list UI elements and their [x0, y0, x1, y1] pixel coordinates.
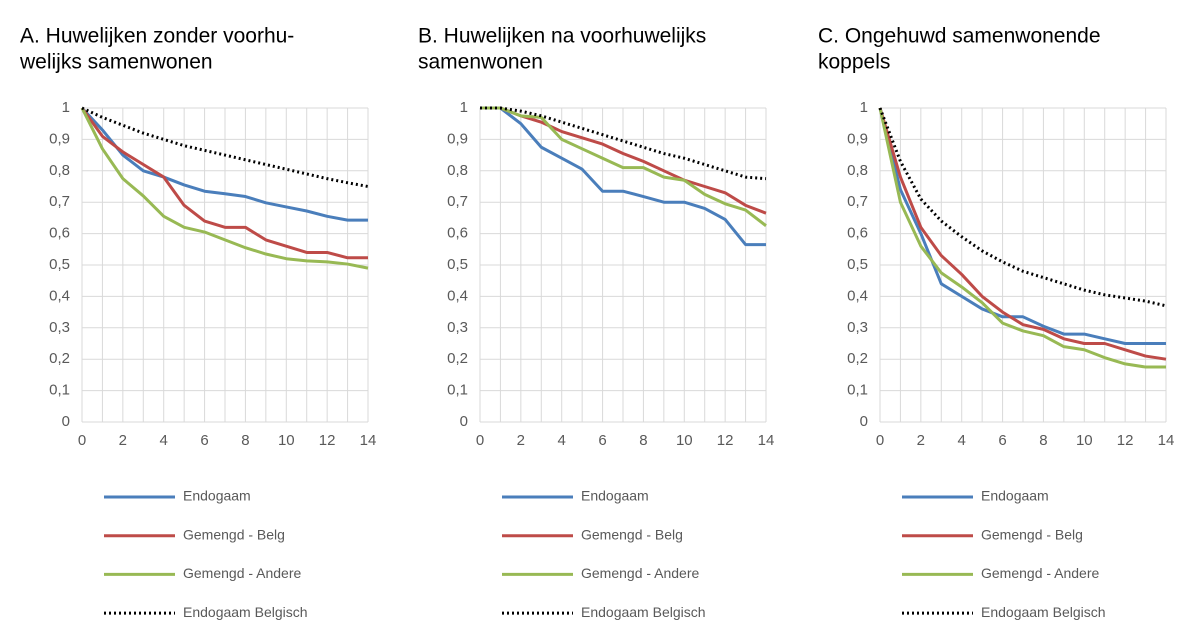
legend-label: Gemengd - Belg — [981, 526, 1083, 542]
x-tick-label: 14 — [1158, 432, 1175, 449]
x-tick-label: 12 — [1117, 432, 1134, 449]
legend-label: Gemengd - Belg — [183, 526, 285, 542]
x-tick-label: 10 — [676, 432, 693, 449]
chart-title: A. Huwelijken zonder voorhu- — [20, 25, 294, 48]
y-tick-label: 0,3 — [447, 319, 468, 336]
series-line — [480, 106, 766, 247]
series-line — [80, 106, 368, 222]
y-tick-label: 1 — [460, 99, 468, 116]
y-tick-label: 0,5 — [447, 256, 468, 273]
legend-label: Gemengd - Andere — [581, 565, 700, 581]
legend-label: Endogaam — [183, 488, 251, 504]
y-tick-label: 0 — [460, 413, 468, 430]
x-tick-label: 2 — [917, 432, 925, 449]
series-line — [878, 107, 1166, 369]
series-line — [480, 106, 767, 215]
x-tick-label: 2 — [119, 432, 127, 449]
legend-label: Endogaam Belgisch — [981, 604, 1106, 620]
chart-title: koppels — [818, 51, 890, 74]
y-tick-label: 0,6 — [447, 225, 468, 242]
y-tick-label: 0,8 — [49, 162, 70, 179]
legend-label: Gemengd - Andere — [183, 565, 302, 581]
y-tick-label: 0 — [62, 413, 70, 430]
series-line — [81, 106, 369, 188]
y-tick-label: 0,1 — [49, 382, 70, 399]
legend-label: Gemengd - Belg — [581, 526, 683, 542]
y-tick-label: 1 — [860, 99, 868, 116]
x-tick-label: 8 — [1039, 432, 1047, 449]
y-tick-label: 0,8 — [847, 162, 868, 179]
chart-title: C. Ongehuwd samenwonende — [818, 25, 1101, 48]
y-tick-label: 0,6 — [847, 225, 868, 242]
y-tick-label: 0,9 — [49, 130, 70, 147]
y-tick-label: 0,5 — [847, 256, 868, 273]
series-line — [878, 107, 1166, 345]
y-tick-label: 0,7 — [447, 193, 468, 210]
x-tick-label: 6 — [598, 432, 606, 449]
y-tick-label: 0,7 — [49, 193, 70, 210]
x-tick-label: 0 — [78, 432, 86, 449]
chart-title: welijks samenwonen — [19, 51, 213, 74]
x-tick-label: 2 — [517, 432, 525, 449]
series-line — [80, 107, 368, 260]
x-tick-label: 0 — [476, 432, 484, 449]
y-tick-label: 0,5 — [49, 256, 70, 273]
y-tick-label: 0,3 — [847, 319, 868, 336]
y-tick-label: 1 — [62, 99, 70, 116]
x-tick-label: 8 — [639, 432, 647, 449]
legend-label: Endogaam Belgisch — [183, 604, 308, 620]
chart-title: B. Huwelijken na voorhuwelijks — [418, 25, 706, 48]
x-tick-label: 6 — [998, 432, 1006, 449]
y-tick-label: 0,8 — [447, 162, 468, 179]
x-tick-label: 12 — [717, 432, 734, 449]
series-line — [480, 106, 767, 227]
series-line — [878, 107, 1167, 308]
y-tick-label: 0,2 — [49, 350, 70, 367]
x-tick-label: 8 — [241, 432, 249, 449]
series-line — [80, 107, 369, 270]
series-line — [878, 107, 1167, 361]
legend-label: Gemengd - Andere — [981, 565, 1100, 581]
y-tick-label: 0,2 — [847, 350, 868, 367]
x-tick-label: 10 — [1076, 432, 1093, 449]
y-tick-label: 0,6 — [49, 225, 70, 242]
x-tick-label: 12 — [319, 432, 336, 449]
legend-label: Endogaam — [981, 488, 1049, 504]
y-tick-label: 0,9 — [447, 130, 468, 147]
x-tick-label: 6 — [200, 432, 208, 449]
y-tick-label: 0 — [860, 413, 868, 430]
y-tick-label: 0,3 — [49, 319, 70, 336]
x-tick-label: 0 — [876, 432, 884, 449]
chart-title: samenwonen — [418, 51, 543, 74]
y-tick-label: 0,2 — [447, 350, 468, 367]
y-tick-label: 0,1 — [447, 382, 468, 399]
y-tick-label: 0,7 — [847, 193, 868, 210]
y-tick-label: 0,9 — [847, 130, 868, 147]
x-tick-label: 4 — [160, 432, 168, 449]
legend-label: Endogaam Belgisch — [581, 604, 706, 620]
x-tick-label: 14 — [758, 432, 775, 449]
x-tick-label: 14 — [360, 432, 377, 449]
x-tick-label: 10 — [278, 432, 295, 449]
y-tick-label: 0,4 — [447, 287, 468, 304]
y-tick-label: 0,4 — [49, 287, 70, 304]
y-tick-label: 0,1 — [847, 382, 868, 399]
series-line — [480, 106, 767, 181]
legend-label: Endogaam — [581, 488, 649, 504]
x-tick-label: 4 — [958, 432, 966, 449]
x-tick-label: 4 — [558, 432, 566, 449]
y-tick-label: 0,4 — [847, 287, 868, 304]
